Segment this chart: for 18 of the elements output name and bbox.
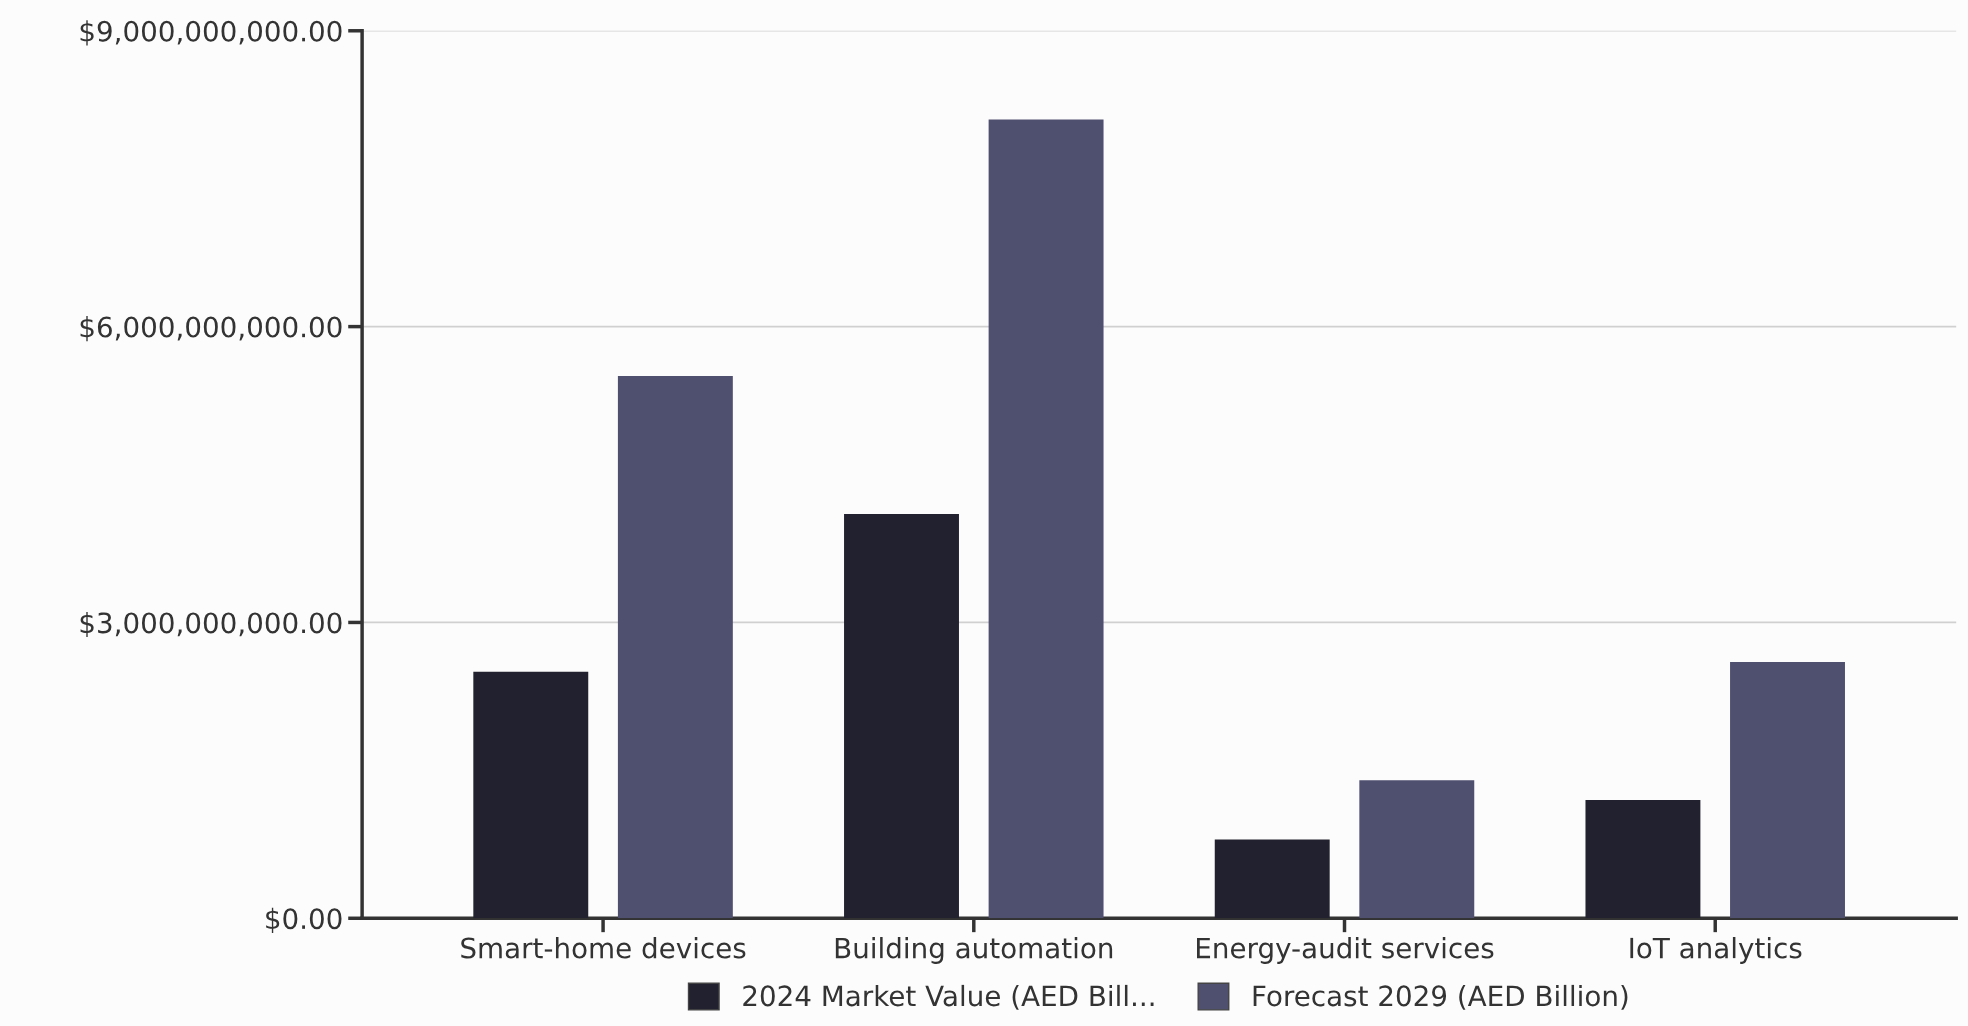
x-tick-label: Smart-home devices (461, 937, 746, 959)
x-tick-label: IoT analytics (1630, 937, 1802, 964)
bar (1730, 661, 1845, 919)
bar (1359, 780, 1475, 919)
bar (844, 513, 959, 919)
legend-label: 2024 Market Value (AED Bill... (743, 984, 1154, 1010)
bar (617, 375, 733, 919)
y-tick-label: $3,000,000,000.00 (80, 611, 342, 638)
bar (1585, 799, 1701, 919)
x-tick-label: Building automation (835, 937, 1113, 964)
bar (473, 671, 589, 919)
y-tick-label: $6,000,000,000.00 (80, 316, 342, 342)
legend-label: Forecast 2029 (AED Billion) (1253, 984, 1628, 1010)
x-tick-label: Energy-audit services (1197, 937, 1494, 964)
bar (1214, 839, 1330, 919)
y-tick-label: $9,000,000,000.00 (80, 20, 342, 46)
y-tick-label: $0.00 (266, 907, 342, 933)
bar (988, 119, 1104, 919)
